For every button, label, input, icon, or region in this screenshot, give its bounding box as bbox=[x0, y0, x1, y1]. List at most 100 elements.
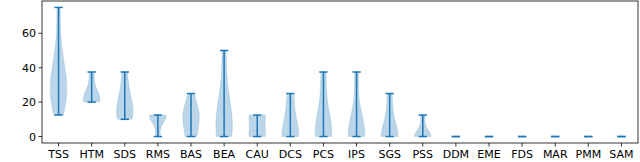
violin-min-cap bbox=[386, 136, 394, 138]
violin-max-cap bbox=[88, 71, 96, 73]
x-tick bbox=[588, 143, 589, 147]
violin-min-cap bbox=[88, 101, 96, 103]
x-tick-label: SAM bbox=[609, 148, 633, 161]
x-tick-label: RMS bbox=[146, 148, 170, 161]
y-tick bbox=[39, 67, 43, 68]
violin-chart: 0204060TSSHTMSDSRMSBASBEACAUDCSPCSIPSSGS… bbox=[0, 0, 640, 162]
violin-body bbox=[249, 115, 266, 137]
violin-body bbox=[381, 94, 398, 137]
x-tick-label: SDS bbox=[114, 148, 136, 161]
violin-range bbox=[157, 115, 159, 137]
x-tick-label: CAU bbox=[246, 148, 269, 161]
violin-max-cap bbox=[584, 136, 592, 138]
violin-max-cap bbox=[187, 93, 195, 95]
x-tick bbox=[224, 143, 225, 147]
violin-min-cap bbox=[187, 136, 195, 138]
violin-max-cap bbox=[220, 50, 228, 52]
violin-body bbox=[50, 7, 67, 115]
violin-max-cap bbox=[452, 136, 460, 138]
violin-min-cap bbox=[617, 136, 625, 138]
x-tick bbox=[356, 143, 357, 147]
x-tick bbox=[323, 143, 324, 147]
x-tick-label: BAS bbox=[180, 148, 202, 161]
violin-body bbox=[83, 72, 100, 102]
violin-max-cap bbox=[352, 71, 360, 73]
violin-min-cap bbox=[154, 136, 162, 138]
x-tick-label: DCS bbox=[279, 148, 302, 161]
violin-max-cap bbox=[617, 136, 625, 138]
x-tick bbox=[157, 143, 158, 147]
x-tick-label: EME bbox=[477, 148, 500, 161]
x-tick bbox=[290, 143, 291, 147]
x-tick bbox=[257, 143, 258, 147]
violin-max-cap bbox=[319, 71, 327, 73]
violin-min-cap bbox=[54, 114, 62, 116]
y-tick bbox=[39, 136, 43, 137]
violin-body bbox=[216, 50, 233, 136]
y-tick-label: 20 bbox=[22, 96, 36, 109]
violin-max-cap bbox=[518, 136, 526, 138]
x-tick bbox=[91, 143, 92, 147]
violin-min-cap bbox=[584, 136, 592, 138]
violin-range bbox=[190, 94, 192, 137]
violin-max-cap bbox=[154, 114, 162, 116]
violin-max-cap bbox=[286, 93, 294, 95]
x-tick bbox=[389, 143, 390, 147]
violin-max-cap bbox=[485, 136, 493, 138]
violin-range bbox=[91, 72, 93, 102]
x-tick-label: HTM bbox=[79, 148, 103, 161]
violin-min-cap bbox=[286, 136, 294, 138]
violin-max-cap bbox=[551, 136, 559, 138]
violin-min-cap bbox=[551, 136, 559, 138]
violin-body bbox=[315, 72, 332, 137]
plot-frame bbox=[42, 1, 638, 143]
x-tick-label: DDM bbox=[443, 148, 469, 161]
violin-max-cap bbox=[419, 114, 427, 116]
violin-body bbox=[415, 115, 432, 137]
x-tick-label: TSS bbox=[47, 148, 69, 161]
x-tick bbox=[191, 143, 192, 147]
violin-max-cap bbox=[121, 71, 129, 73]
x-tick bbox=[522, 143, 523, 147]
violin-min-cap bbox=[352, 136, 360, 138]
x-tick bbox=[455, 143, 456, 147]
x-tick bbox=[555, 143, 556, 147]
violin-range bbox=[290, 94, 292, 137]
violin-min-cap bbox=[220, 136, 228, 138]
x-tick-label: IPS bbox=[348, 148, 365, 161]
x-tick-label: SGS bbox=[378, 148, 401, 161]
y-tick bbox=[39, 33, 43, 34]
violin-body bbox=[150, 115, 167, 137]
x-tick-label: PCS bbox=[313, 148, 334, 161]
violin-max-cap bbox=[54, 7, 62, 9]
x-tick bbox=[489, 143, 490, 147]
violin-max-cap bbox=[253, 114, 261, 116]
x-tick bbox=[58, 143, 59, 147]
x-tick bbox=[621, 143, 622, 147]
y-tick bbox=[39, 102, 43, 103]
violin-min-cap bbox=[452, 136, 460, 138]
violin-min-cap bbox=[319, 136, 327, 138]
violin-body bbox=[117, 72, 134, 119]
violin-min-cap bbox=[121, 119, 129, 121]
violin-range bbox=[422, 115, 424, 137]
x-tick-label: FDS bbox=[511, 148, 533, 161]
violin-min-cap bbox=[253, 136, 261, 138]
x-tick-label: BEA bbox=[213, 148, 235, 161]
violin-range bbox=[124, 72, 126, 119]
violin-min-cap bbox=[485, 136, 493, 138]
violin-range bbox=[58, 7, 60, 115]
violin-max-cap bbox=[386, 93, 394, 95]
violin-range bbox=[256, 115, 258, 137]
violin-min-cap bbox=[518, 136, 526, 138]
violin-range bbox=[323, 72, 325, 137]
violin-body bbox=[282, 94, 299, 137]
x-tick-label: MAR bbox=[543, 148, 568, 161]
x-tick bbox=[124, 143, 125, 147]
x-tick-label: PSS bbox=[412, 148, 433, 161]
violin-range bbox=[223, 50, 225, 136]
violin-range bbox=[389, 94, 391, 137]
violin-body bbox=[183, 94, 200, 137]
violin-body bbox=[348, 72, 365, 137]
chart-container: 0204060TSSHTMSDSRMSBASBEACAUDCSPCSIPSSGS… bbox=[0, 0, 640, 162]
